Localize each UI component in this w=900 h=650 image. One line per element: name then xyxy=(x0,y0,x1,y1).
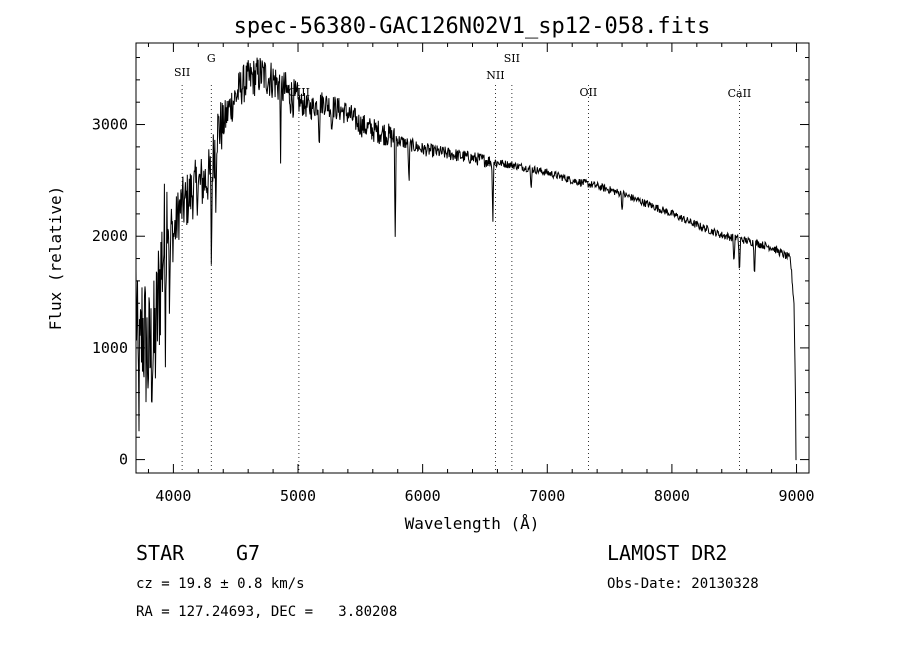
x-tick-label: 9000 xyxy=(778,487,814,505)
line-marker-label: OII xyxy=(580,86,598,99)
line-marker-label: G xyxy=(207,52,216,65)
line-marker-label: CaII xyxy=(728,87,752,100)
x-axis-ticks: 4000 5000 6000 7000 8000 9000 xyxy=(147,43,815,505)
x-tick-label: 4000 xyxy=(155,487,191,505)
object-subclass: G7 xyxy=(236,541,261,565)
plot-frame xyxy=(135,42,810,474)
survey-name: LAMOST DR2 xyxy=(607,541,728,565)
y-axis-ticks: 0 1000 2000 3000 xyxy=(92,57,809,469)
x-tick-label: 6000 xyxy=(405,487,441,505)
x-axis-label: Wavelength (Å) xyxy=(405,514,540,533)
chart-title: spec-56380-GAC126N02V1_sp12-058.fits xyxy=(234,14,711,39)
object-class: STAR xyxy=(136,541,185,565)
y-tick-label: 3000 xyxy=(92,116,128,134)
obs-date: Obs-Date: 20130328 xyxy=(607,576,759,592)
line-marker-label: SII xyxy=(174,66,190,79)
y-tick-label: 0 xyxy=(119,451,128,469)
coordinates: RA = 127.24693, DEC = 3.80208 xyxy=(136,604,398,620)
line-marker-label: NII xyxy=(486,69,504,82)
y-tick-label: 1000 xyxy=(92,339,128,357)
y-tick-label: 2000 xyxy=(92,227,128,245)
x-tick-label: 5000 xyxy=(280,487,316,505)
x-tick-label: 7000 xyxy=(529,487,565,505)
spectrum-series xyxy=(135,57,797,461)
line-marker-label: SII xyxy=(504,52,520,65)
x-tick-label: 8000 xyxy=(654,487,690,505)
spectrum-line xyxy=(135,57,797,461)
redshift-readout: cz = 19.8 ± 0.8 km/s xyxy=(136,576,305,592)
y-axis-label: Flux (relative) xyxy=(46,186,65,331)
